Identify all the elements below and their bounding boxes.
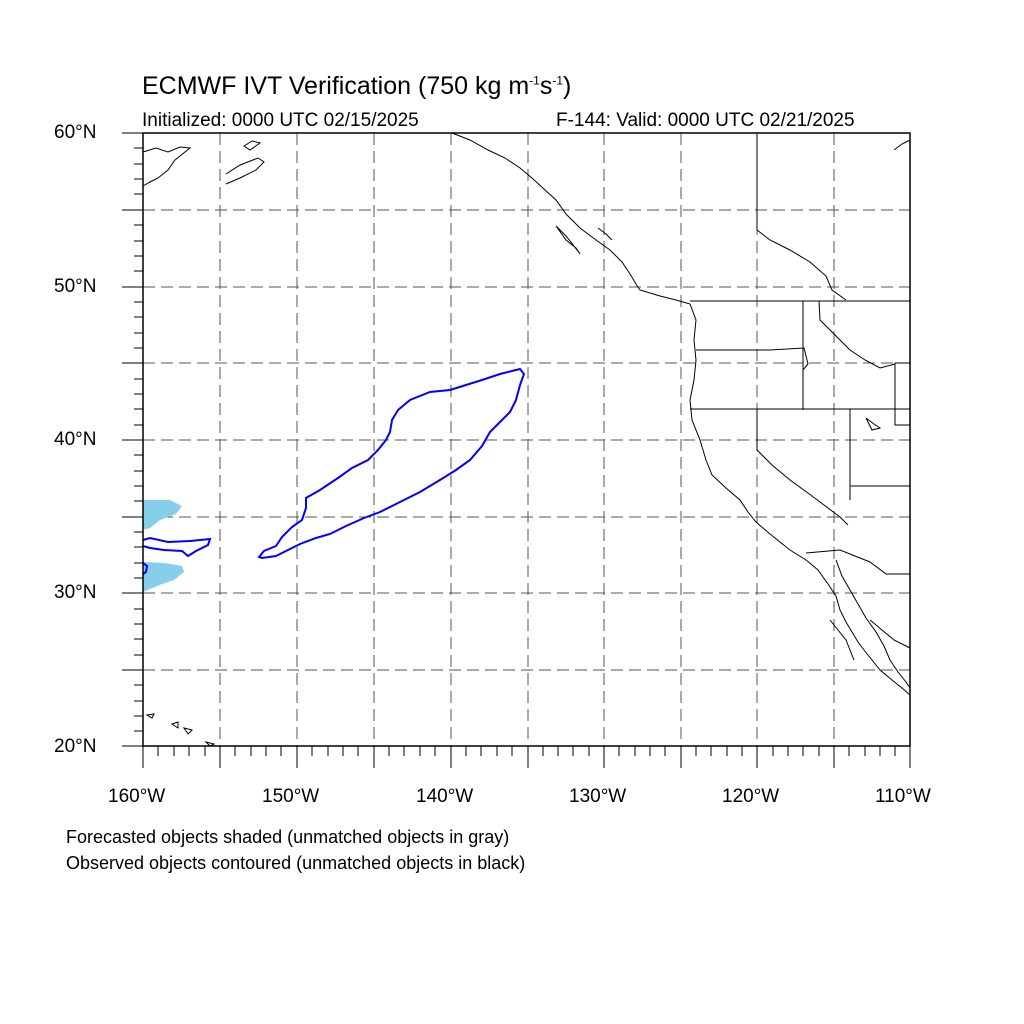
observed-note: Observed objects contoured (unmatched ob… (66, 853, 526, 873)
forecast-note: Forecasted objects shaded (unmatched obj… (66, 827, 510, 847)
lat-label-40: 40°N (54, 429, 97, 450)
observed-objects (142, 367, 526, 575)
valid-label: F-144: Valid: 0000 UTC 02/21/2025 (556, 110, 855, 131)
lon-label-130w: 130°W (569, 786, 627, 807)
forecast-objects (143, 500, 184, 592)
forecast-object-north (143, 500, 182, 530)
observed-object-west-small (142, 562, 149, 575)
west-coast (451, 132, 911, 696)
lon-label-150w: 150°W (262, 786, 320, 807)
lon-label-140w: 140°W (416, 786, 474, 807)
lat-label-30: 30°N (54, 582, 97, 603)
coastlines (142, 132, 911, 747)
lon-label-120w: 120°W (722, 786, 780, 807)
lat-label-20: 20°N (54, 736, 97, 757)
baja-coast (835, 559, 911, 689)
hawaii-islands (145, 713, 216, 747)
initialized-label: Initialized: 0000 UTC 02/15/2025 (142, 110, 419, 131)
observed-object-west-edge (142, 536, 212, 558)
lat-label-50: 50°N (54, 276, 97, 297)
tick-marks (122, 132, 911, 768)
observed-object-atmospheric-river (257, 367, 526, 560)
forecast-object-south (143, 562, 184, 592)
alaska-coast (142, 146, 192, 187)
lon-label-160w: 160°W (108, 786, 166, 807)
chart-title: ECMWF IVT Verification (750 kg m-1s-1) (142, 72, 572, 100)
lat-label-60: 60°N (54, 122, 97, 143)
grid-lines (143, 133, 910, 746)
lon-label-110w: 110°W (875, 786, 931, 807)
